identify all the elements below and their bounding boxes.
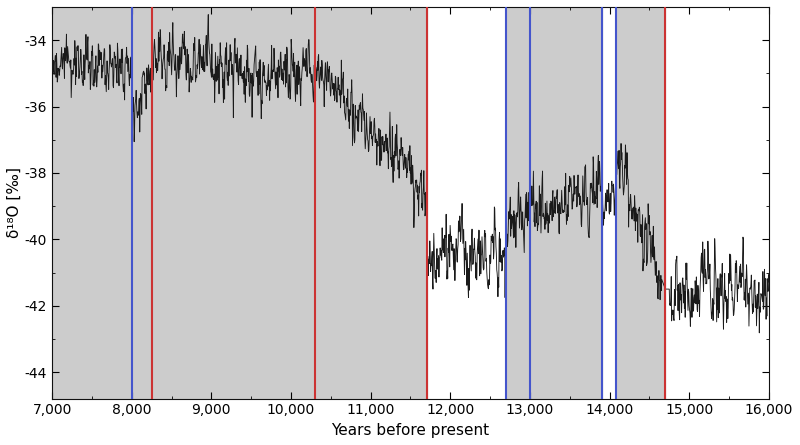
- X-axis label: Years before present: Years before present: [331, 423, 490, 438]
- Bar: [615, 7, 666, 399]
- Bar: [52, 7, 426, 399]
- Bar: [506, 7, 602, 399]
- Y-axis label: δ¹⁸O [‰]: δ¹⁸O [‰]: [7, 167, 22, 238]
